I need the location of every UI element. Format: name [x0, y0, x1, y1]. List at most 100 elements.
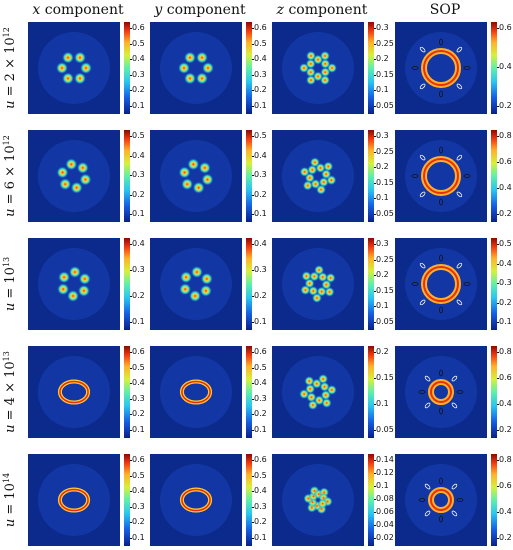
colorbar-tick — [374, 136, 376, 137]
colorbar-tick — [252, 383, 254, 385]
colorbar-tick — [497, 378, 499, 379]
colorbar-tick-label: 0.8 — [499, 455, 512, 464]
colorbar-tick-label: 0.6 — [254, 347, 267, 356]
colorbar-tick-label: 0.6 — [499, 23, 512, 32]
row-label-3: u = 4 × 1013 — [2, 346, 18, 438]
halo — [405, 356, 477, 428]
colorbar-tick — [497, 188, 499, 189]
colorbar-tick-label: 0.5 — [254, 470, 267, 480]
row-label-0: u = 2 × 1012 — [2, 22, 18, 114]
colorbar-tick-label: 0.4 — [132, 378, 145, 388]
colorbar-tick — [130, 194, 132, 196]
colorbar-r4-c3 — [491, 454, 497, 546]
colorbar-tick-label: 0.3 — [132, 170, 145, 179]
colorbar-tick-label: 0.2 — [132, 517, 145, 527]
polarization-ellipse — [419, 299, 426, 306]
colorbar-r2-c2 — [368, 238, 374, 330]
polarization-ellipse — [439, 477, 443, 485]
colorbar-tick-label: 0.3 — [254, 170, 267, 179]
polarization-ellipse — [456, 390, 464, 394]
lobe — [56, 62, 68, 74]
colorbar-tick — [374, 43, 376, 45]
colorbar-tick — [252, 175, 254, 176]
colorbar-tick — [130, 270, 132, 271]
colorbar-r2-c1 — [246, 238, 252, 330]
colorbar-r1-c1 — [246, 130, 252, 222]
colorbar-tick — [252, 136, 254, 137]
polarization-ellipse — [463, 66, 471, 70]
colorbar-tick-label: 0.3 — [376, 131, 389, 140]
colorbar-tick — [374, 182, 376, 184]
polarization-ellipse — [439, 198, 443, 206]
colorbar-tick — [252, 475, 254, 477]
colorbar-tick — [130, 74, 132, 76]
halo — [405, 140, 477, 212]
colorbar-tick-label: 0.2 — [499, 209, 512, 218]
colorbar-r1-c0 — [124, 130, 130, 222]
polarization-ellipse — [451, 402, 458, 409]
lobe — [320, 58, 331, 69]
colorbar-tick-label: 0.2 — [499, 101, 512, 110]
colorbar-tick-label: 0.1 — [132, 533, 145, 542]
colorbar-tick — [374, 167, 376, 169]
colorbar-tick-label: 0.6 — [132, 23, 145, 32]
colorbar-tick — [374, 499, 376, 500]
colorbar-tick-label: 0.1 — [254, 425, 267, 434]
colorbar-tick-label: 0.5 — [132, 131, 145, 140]
column-symbol: x — [32, 2, 41, 18]
polarization-ellipse — [439, 90, 443, 98]
lobe — [74, 72, 86, 85]
row-label-var: u — [3, 518, 19, 528]
colorbar-tick — [130, 491, 132, 493]
colorbar-tick-label: 0.1 — [376, 85, 389, 95]
colorbar-tick-label: 0.2 — [254, 409, 267, 419]
colorbar-r0-c0 — [124, 22, 130, 114]
polarization-ellipse — [456, 154, 463, 161]
column-title: component — [40, 2, 124, 18]
halo — [38, 464, 110, 536]
colorbar-tick — [252, 460, 254, 461]
colorbar-tick — [130, 430, 132, 431]
colorbar-tick-label: 0.6 — [254, 23, 267, 32]
colorbar-tick — [252, 90, 254, 92]
column-symbol: z — [276, 2, 285, 18]
colorbar-tick-label: 0.04 — [376, 520, 394, 529]
colorbar-r2-c3 — [491, 238, 497, 330]
colorbar-tick-label: 0.2 — [132, 291, 145, 300]
halo — [38, 356, 110, 428]
row-label-exp: 12 — [1, 27, 11, 38]
heatmap-panel-r0-c2 — [272, 22, 364, 114]
polarization-ellipse — [419, 83, 426, 90]
halo — [282, 248, 354, 320]
colorbar-tick-label: 0.2 — [499, 297, 512, 307]
colorbar-tick — [374, 198, 376, 200]
colorbar-tick-label: 0.4 — [132, 239, 145, 248]
colorbar-tick-label: 0.4 — [132, 486, 145, 496]
colorbar-tick — [130, 322, 132, 323]
lobe — [202, 62, 214, 74]
row-label-value: = 6 × 10 — [3, 145, 19, 209]
colorbar-tick-label: 0.1 — [132, 209, 145, 218]
heatmap-panel-r4-c1 — [150, 454, 242, 546]
colorbar-tick-label: 0.2 — [132, 85, 145, 95]
colorbar-tick — [374, 244, 376, 245]
colorbar-tick-label: 0.3 — [499, 278, 512, 287]
colorbar-tick — [374, 214, 376, 215]
colorbar-tick — [374, 473, 376, 474]
polarization-ellipse — [451, 483, 458, 490]
colorbar-tick-label: 0.1 — [376, 193, 389, 203]
colorbar-tick-label: 0.06 — [376, 507, 394, 516]
colorbar-tick — [497, 106, 499, 107]
polarization-ellipse — [439, 306, 443, 314]
colorbar-tick — [252, 491, 254, 493]
polarization-ellipse — [419, 262, 426, 269]
polarization-ellipse — [424, 375, 431, 382]
colorbar-tick-label: 0.25 — [376, 38, 394, 48]
lobe — [189, 289, 202, 302]
colorbar-tick — [497, 302, 499, 304]
column-header-2: z component — [267, 2, 377, 22]
row-label-value: = 10 — [3, 267, 19, 303]
colorbar-tick — [252, 522, 254, 524]
colorbar-tick — [252, 538, 254, 539]
colorbar-tick-label: 0.4 — [254, 150, 267, 160]
